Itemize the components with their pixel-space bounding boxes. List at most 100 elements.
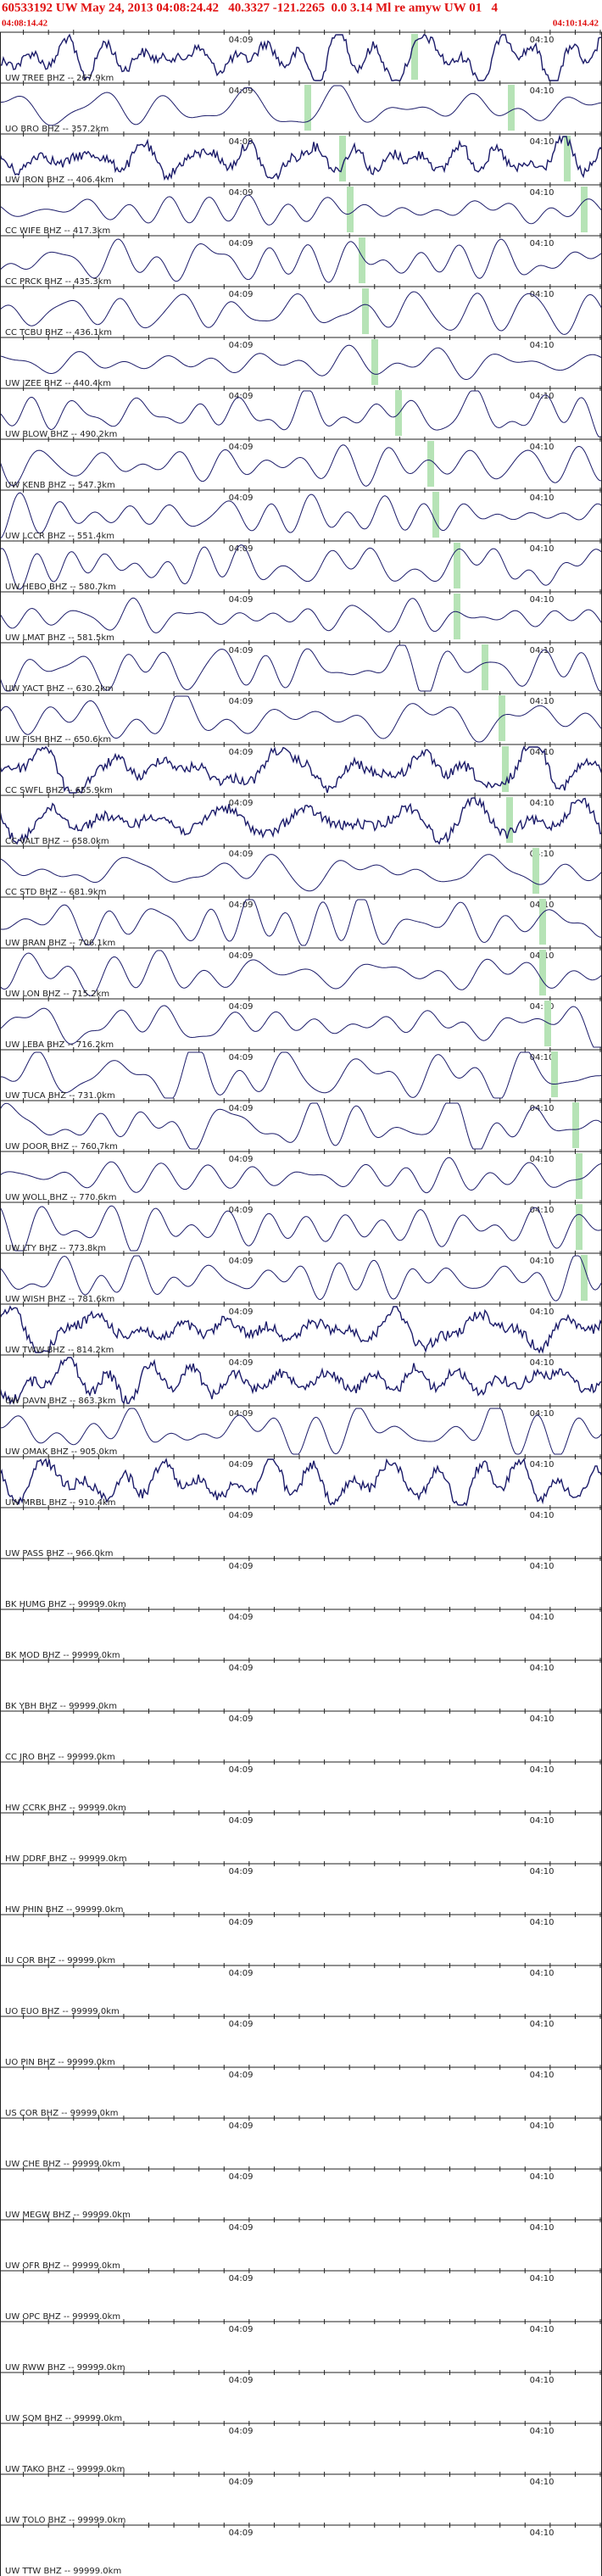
waveform — [0, 1005, 602, 1048]
time-label: 04:09 — [229, 544, 254, 554]
time-label: 04:09 — [229, 1918, 254, 1927]
time-label: 04:09 — [229, 850, 254, 859]
trace-label: HW DDRF BHZ -- 99999.0km — [5, 1854, 127, 1864]
time-label: 04:09 — [229, 137, 254, 147]
time-label: 04:09 — [229, 1104, 254, 1113]
pick-marker — [502, 746, 509, 792]
pick-marker — [572, 1102, 579, 1148]
time-label: 04:10 — [530, 850, 555, 859]
time-label: 04:09 — [229, 1816, 254, 1826]
pick-marker — [362, 288, 369, 334]
waveform — [0, 1102, 602, 1150]
waveform — [0, 291, 602, 335]
waveform — [0, 695, 602, 743]
time-label: 04:09 — [229, 2478, 254, 2487]
time-label: 04:09 — [229, 1765, 254, 1775]
trace-label: UW BRAN BHZ -- 706.1km — [5, 939, 115, 948]
trace-label: UW LEBA BHZ -- 716.2km — [5, 1040, 114, 1050]
trace-label: UO BRO BHZ -- 357.2km — [5, 125, 109, 134]
time-label: 04:10 — [530, 2529, 555, 2538]
time-label: 04:09 — [229, 1206, 254, 1215]
time-label: 04:10 — [530, 1664, 555, 1673]
waveform — [0, 1255, 602, 1302]
pick-marker — [482, 644, 488, 690]
trace-label: UW RWW BHZ -- 99999.0km — [5, 2363, 125, 2372]
trace-label: CC WIFE BHZ -- 417.3km — [5, 226, 110, 236]
time-label: 04:10 — [530, 2020, 555, 2029]
trace-label: UW TAKO BHZ -- 99999.0km — [5, 2465, 125, 2474]
waveform — [0, 85, 602, 126]
time-label: 04:09 — [229, 392, 254, 401]
time-label: 04:10 — [530, 2376, 555, 2385]
trace-label: UW TTW BHZ -- 99999.0km — [5, 2567, 121, 2576]
pick-marker — [347, 187, 354, 232]
trace-label: UW LON BHZ -- 715.2km — [5, 990, 109, 999]
trace-label: UO PIN BHZ -- 99999.0km — [5, 2058, 115, 2067]
time-label: 04:10 — [530, 2172, 555, 2182]
time-label: 04:10 — [530, 86, 555, 96]
trace-label: UW OPC BHZ -- 99999.0km — [5, 2312, 120, 2322]
trace-label: UW DOOR BHZ -- 760.7km — [5, 1142, 118, 1151]
trace-label: CC PRCK BHZ -- 435.3km — [5, 277, 111, 287]
time-label: 04:09 — [229, 1715, 254, 1724]
waveform — [0, 1205, 602, 1252]
time-label: 04:09 — [229, 341, 254, 350]
pick-marker — [576, 1204, 582, 1250]
time-label: 04:09 — [229, 2274, 254, 2283]
time-label: 04:10 — [530, 1358, 555, 1368]
time-label: 04:10 — [530, 799, 555, 808]
time-label: 04:10 — [530, 36, 555, 45]
pick-marker — [508, 85, 515, 131]
waveform — [0, 899, 602, 946]
header-title: 60533192 UW May 24, 2013 04:08:24.42 40.… — [2, 1, 498, 14]
pick-marker — [432, 492, 439, 538]
trace-label: CC TCBU BHZ -- 436.1km — [5, 328, 112, 337]
time-label: 04:09 — [229, 697, 254, 706]
time-label: 04:10 — [530, 2223, 555, 2233]
time-label: 04:10 — [530, 544, 555, 554]
trace-label: HW PHIN BHZ -- 99999.0km — [5, 1905, 123, 1915]
trace-label: BK YBH BHZ -- 99999.0km — [5, 1702, 117, 1711]
trace-label: UW WOLL BHZ -- 770.6km — [5, 1193, 116, 1202]
waveform — [0, 644, 602, 692]
trace-label: BK MOD BHZ -- 99999.0km — [5, 1651, 120, 1660]
time-label: 04:09 — [229, 188, 254, 198]
time-label: 04:09 — [229, 2376, 254, 2385]
trace-label: US COR BHZ -- 99999.0km — [5, 2109, 119, 2118]
pick-marker — [581, 187, 588, 232]
trace-label: UW YACT BHZ -- 630.2km — [5, 684, 114, 694]
trace-label: UW CHE BHZ -- 99999.0km — [5, 2160, 120, 2169]
time-label: 04:10 — [530, 1104, 555, 1113]
time-label: 04:10 — [530, 1613, 555, 1622]
pick-marker — [581, 1255, 588, 1301]
pick-marker — [499, 695, 505, 741]
time-label: 04:10 — [530, 1969, 555, 1978]
time-label: 04:09 — [229, 1562, 254, 1571]
time-label: 04:09 — [229, 1155, 254, 1164]
time-label: 04:09 — [229, 1409, 254, 1419]
time-label: 04:10 — [530, 392, 555, 401]
trace-label: UW TREE BHZ -- 267.9km — [5, 74, 114, 83]
trace-label: UW LCCR BHZ -- 551.4km — [5, 532, 114, 541]
pick-marker — [506, 797, 513, 843]
trace-label: UW LMAT BHZ -- 581.5km — [5, 633, 114, 643]
time-label: 04:10 — [530, 1562, 555, 1571]
time-label: 04:09 — [229, 1460, 254, 1469]
waveform — [0, 1457, 602, 1507]
trace-label: CC JRO BHZ -- 99999.0km — [5, 1753, 115, 1762]
time-label: 04:10 — [530, 1002, 555, 1012]
trace-label: UW SQM BHZ -- 99999.0km — [5, 2414, 122, 2423]
trace-label: UW TUCA BHZ -- 731.0km — [5, 1091, 115, 1101]
waveform — [0, 238, 602, 283]
trace-label: IU COR BHZ -- 99999.0km — [5, 1956, 115, 1965]
waveform — [0, 344, 602, 381]
pick-marker — [339, 136, 346, 181]
time-label: 04:09 — [229, 1308, 254, 1317]
pick-marker — [395, 390, 402, 436]
time-label: 04:10 — [530, 2274, 555, 2283]
time-label: 04:09 — [229, 2223, 254, 2233]
time-label: 04:10 — [530, 443, 555, 452]
trace-label: UW IZEE BHZ -- 440.4km — [5, 379, 111, 388]
time-label: 04:10 — [530, 1460, 555, 1469]
time-label: 04:10 — [530, 239, 555, 248]
